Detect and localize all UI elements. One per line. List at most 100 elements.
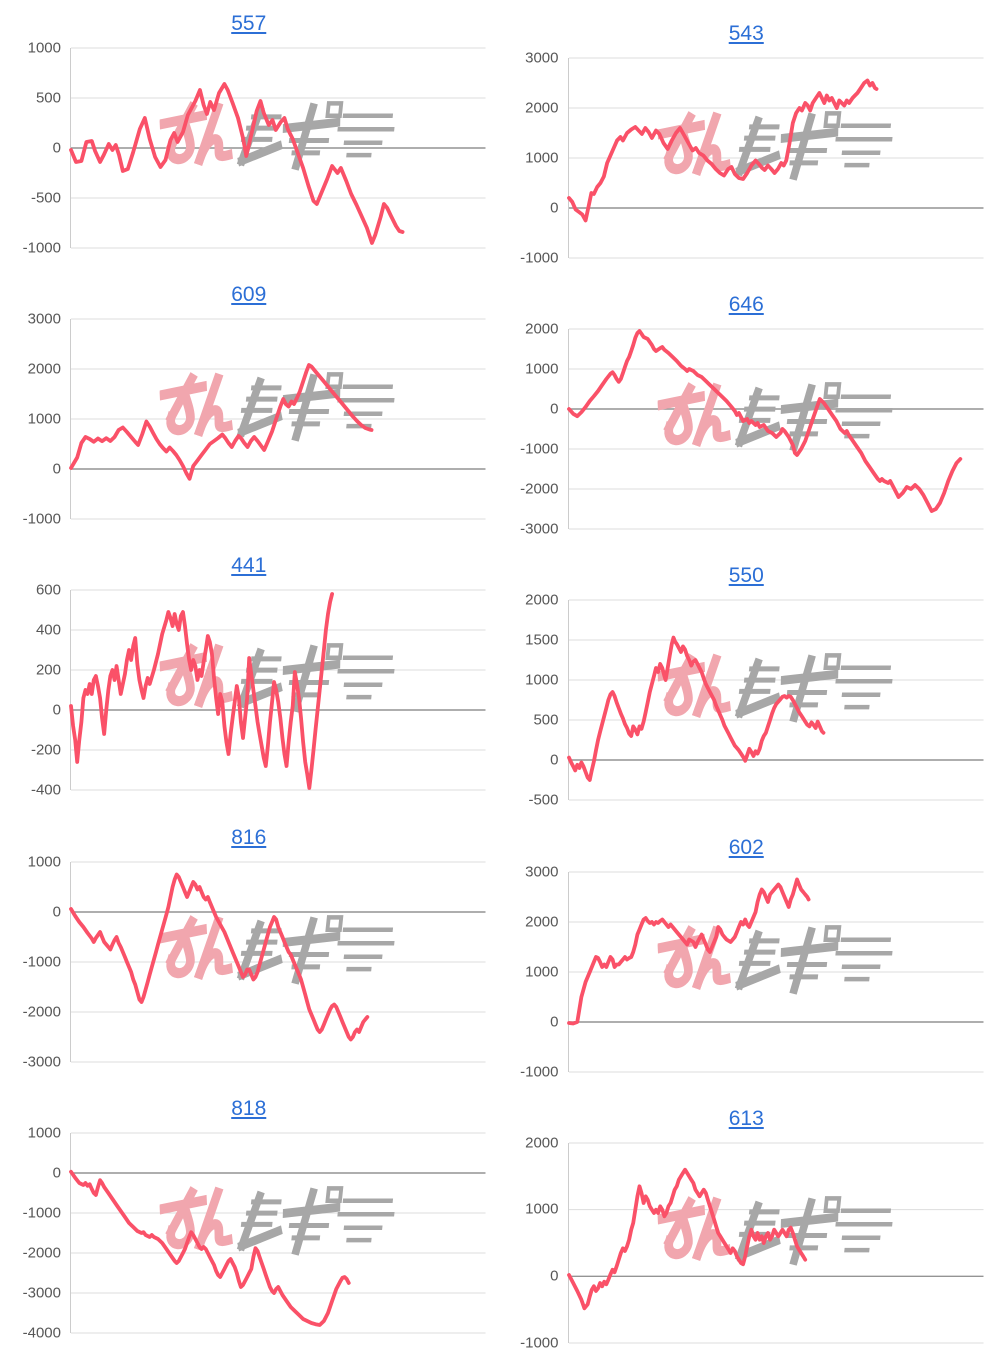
chart-title-link[interactable]: 441 xyxy=(231,554,267,578)
chart-title-link[interactable]: 816 xyxy=(231,825,267,849)
chart-cell: 557 1000 500 0 -500 -1000 xyxy=(0,0,498,271)
chart-title-link[interactable]: 818 xyxy=(231,1096,267,1120)
chart-area: 3000 2000 1000 0 -1000 xyxy=(498,50,995,267)
y-axis-label: -1000 xyxy=(22,953,61,971)
data-line-layer xyxy=(566,78,878,223)
y-axis-label: 0 xyxy=(550,199,559,217)
y-axis-label: 1000 xyxy=(27,39,61,57)
chart-cell: 550 2000 1500 1000 500 0 -500 xyxy=(498,542,995,813)
y-axis-label: 2000 xyxy=(27,360,61,378)
y-axis-label: -2000 xyxy=(520,480,559,498)
y-axis-label: 600 xyxy=(35,581,61,599)
y-axis-label: 3000 xyxy=(27,310,61,328)
data-line xyxy=(566,1167,807,1310)
y-axis-label: 0 xyxy=(52,1164,61,1182)
gridlines xyxy=(569,329,984,529)
data-line-layer xyxy=(69,872,370,1041)
y-axis-label: -3000 xyxy=(22,1053,61,1071)
y-axis-label: -1000 xyxy=(22,239,61,257)
data-line xyxy=(69,872,370,1041)
data-line xyxy=(69,82,405,245)
y-axis-label: -1000 xyxy=(22,1204,61,1222)
y-axis-label: -200 xyxy=(30,741,61,759)
y-axis: 3000 2000 1000 0 -1000 xyxy=(498,50,568,267)
chart-area: 3000 2000 1000 0 -1000 xyxy=(0,311,498,528)
y-axis-label: 500 xyxy=(35,89,61,107)
data-line-layer xyxy=(69,592,334,791)
chart-plot xyxy=(69,862,486,1062)
chart-title: 602 xyxy=(498,824,995,872)
chart-cell: 818 1000 0 -1000 -2000 -3000 -4000 xyxy=(0,1085,498,1356)
chart-title-link[interactable]: 609 xyxy=(231,283,267,307)
chart-title-link[interactable]: 613 xyxy=(728,1106,764,1130)
y-axis-label: 2000 xyxy=(525,913,559,931)
chart-area: 2000 1000 0 -1000 -2000 -3000 xyxy=(498,321,995,538)
y-axis: 3000 2000 1000 0 -1000 xyxy=(0,311,70,528)
y-axis-label: 2000 xyxy=(525,1134,559,1152)
chart-title: 816 xyxy=(0,814,498,862)
chart-title-link[interactable]: 602 xyxy=(728,835,764,859)
y-axis-label: -1000 xyxy=(520,440,559,458)
y-axis-label: -500 xyxy=(528,791,559,809)
data-line xyxy=(566,329,962,514)
chart-cell: 816 1000 0 -1000 -2000 -3000 xyxy=(0,814,498,1085)
y-axis-label: -1000 xyxy=(520,1063,559,1081)
y-axis-label: 1500 xyxy=(525,631,559,649)
y-axis-label: 0 xyxy=(550,1013,559,1031)
chart-plot xyxy=(566,1143,984,1343)
y-axis-label: -400 xyxy=(30,781,61,799)
data-line xyxy=(566,78,878,223)
y-axis-label: 3000 xyxy=(525,863,559,881)
chart-title-link[interactable]: 646 xyxy=(728,293,764,317)
chart-title: 557 xyxy=(0,0,498,48)
data-line-layer xyxy=(566,877,811,1025)
y-axis: 600 400 200 0 -200 -400 xyxy=(0,582,70,799)
y-axis-label: 0 xyxy=(550,1267,559,1285)
y-axis-label: 500 xyxy=(533,711,559,729)
y-axis-label: 2000 xyxy=(525,320,559,338)
chart-area: 1000 0 -1000 -2000 -3000 xyxy=(0,853,498,1070)
y-axis-label: -2000 xyxy=(22,1003,61,1021)
chart-title: 441 xyxy=(0,542,498,590)
y-axis-label: -3000 xyxy=(520,520,559,538)
y-axis-label: 400 xyxy=(35,621,61,639)
chart-plot xyxy=(69,319,486,519)
chart-title: 646 xyxy=(498,281,995,329)
y-axis-label: 0 xyxy=(550,751,559,769)
y-axis: 2000 1000 0 -1000 xyxy=(498,1134,568,1351)
data-line-layer xyxy=(566,636,825,783)
y-axis-label: 2000 xyxy=(525,591,559,609)
y-axis-label: -1000 xyxy=(520,249,559,267)
y-axis-label: -4000 xyxy=(22,1324,61,1342)
chart-title-link[interactable]: 550 xyxy=(728,564,764,588)
data-line xyxy=(69,363,374,481)
chart-area: 1000 500 0 -500 -1000 xyxy=(0,40,498,257)
y-axis-label: -1000 xyxy=(22,510,61,528)
y-axis-label: -2000 xyxy=(22,1244,61,1262)
data-line xyxy=(566,636,825,783)
data-line-layer xyxy=(69,1169,351,1327)
chart-area: 1000 0 -1000 -2000 -3000 -4000 xyxy=(0,1124,498,1341)
y-axis-label: 1000 xyxy=(27,410,61,428)
data-line xyxy=(69,592,334,791)
chart-title: 550 xyxy=(498,552,995,600)
y-axis-label: 3000 xyxy=(525,49,559,67)
gridlines xyxy=(569,600,984,800)
chart-title-link[interactable]: 543 xyxy=(728,22,764,45)
data-line-layer xyxy=(69,82,405,245)
chart-plot xyxy=(69,590,486,791)
chart-area: 600 400 200 0 -200 -400 xyxy=(0,582,498,799)
chart-cell: 609 3000 2000 1000 0 -1000 xyxy=(0,271,498,542)
chart-cell: 441 600 400 200 0 -200 -400 xyxy=(0,542,498,813)
y-axis: 2000 1000 0 -1000 -2000 -3000 xyxy=(498,321,568,538)
y-axis-label: 0 xyxy=(52,701,61,719)
chart-plot xyxy=(69,48,486,248)
chart-area: 2000 1000 0 -1000 xyxy=(498,1134,995,1351)
y-axis: 2000 1500 1000 500 0 -500 xyxy=(498,592,568,809)
y-axis-label: 0 xyxy=(52,460,61,478)
y-axis-label: 1000 xyxy=(525,149,559,167)
chart-area: 2000 1500 1000 500 0 -500 xyxy=(498,592,995,809)
chart-title: 609 xyxy=(0,271,498,319)
chart-title-link[interactable]: 557 xyxy=(231,12,267,35)
